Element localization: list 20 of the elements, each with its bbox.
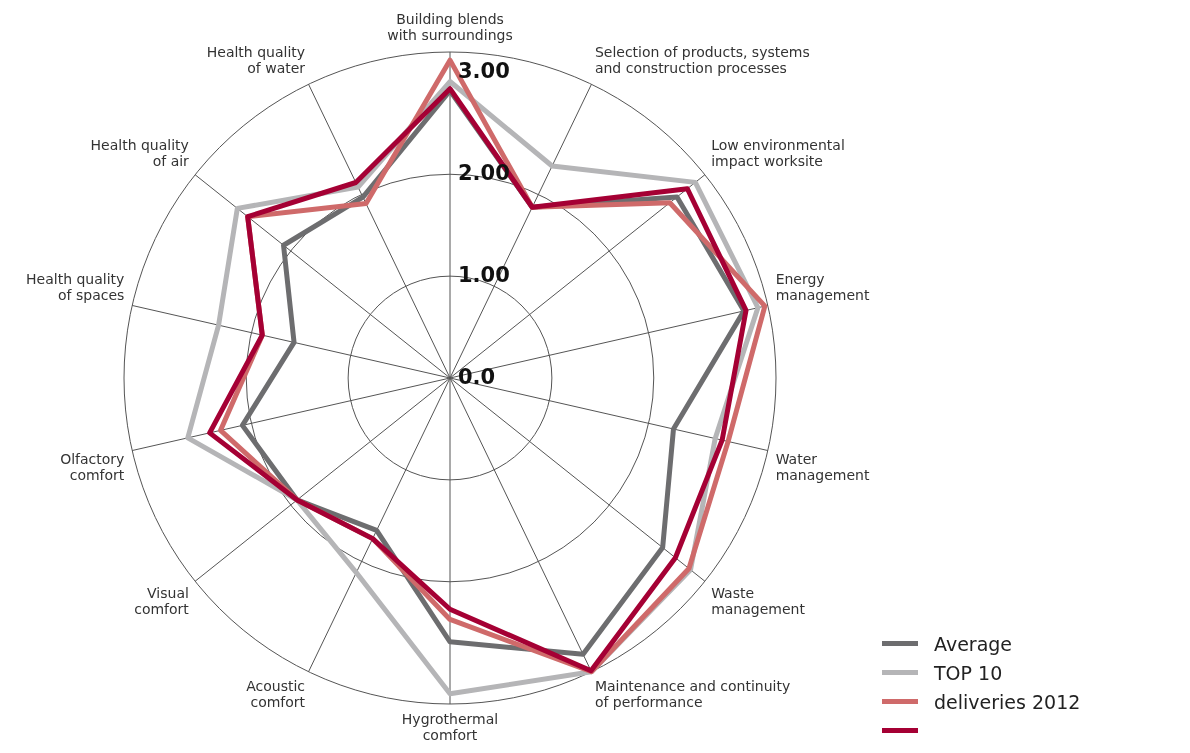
- y-tick-label: 3.00: [458, 59, 510, 84]
- spoke-label: Water management: [775, 451, 870, 484]
- spoke-label: Energy management: [775, 270, 870, 303]
- y-tick-label: 1.00: [458, 263, 510, 288]
- legend-label: TOP 10: [934, 661, 1003, 684]
- spoke-label: Acoustic comfort: [246, 677, 306, 710]
- spoke-label: Selection of products, systems and construction processes: [594, 44, 810, 77]
- spoke-label: Health quality of spaces: [26, 270, 125, 303]
- spoke-label: Hygrothermal comfort: [401, 711, 499, 743]
- y-tick-label: 0.0: [458, 365, 496, 389]
- spoke-label: Visual comfort: [134, 585, 190, 618]
- legend-label: deliveries 2012: [934, 690, 1081, 713]
- spoke-label: Health quality of air: [90, 136, 190, 169]
- spoke-label: Maintenance and continuity of performance: [594, 677, 791, 710]
- spoke-label: Olfactory comfort: [60, 451, 125, 484]
- spoke-label: Health quality of water: [206, 44, 306, 77]
- spoke-label: Waste management: [711, 585, 806, 618]
- spoke-label: Low environmental impact worksite: [711, 136, 845, 169]
- spoke-label: Building blends with surroundings: [387, 11, 513, 43]
- legend-label: Average: [934, 632, 1013, 655]
